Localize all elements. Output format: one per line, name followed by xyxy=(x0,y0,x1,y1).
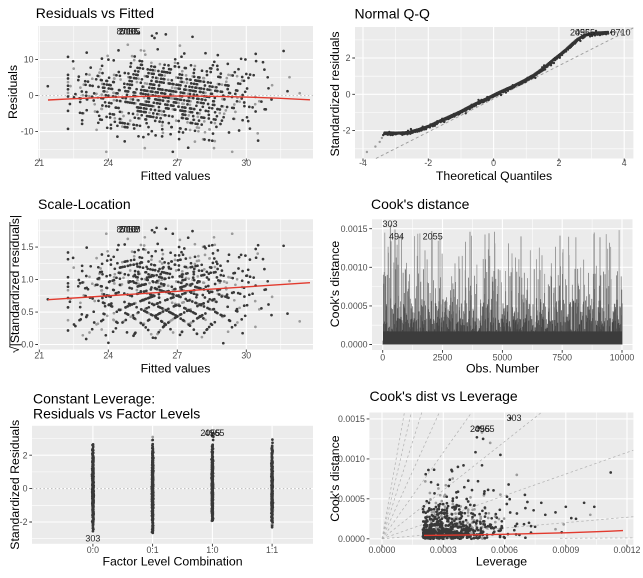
svg-text:4965: 4965 xyxy=(204,428,224,438)
svg-text:0: 0 xyxy=(380,353,385,363)
svg-text:Cook's dist vs Leverage: Cook's dist vs Leverage xyxy=(370,388,518,404)
svg-text:0.0003: 0.0003 xyxy=(430,545,457,555)
svg-text:Residuals vs Factor Levels: Residuals vs Factor Levels xyxy=(33,406,200,422)
svg-text:21: 21 xyxy=(34,158,44,168)
svg-text:0.5: 0.5 xyxy=(21,307,33,317)
svg-text:0.0: 0.0 xyxy=(21,340,33,350)
svg-text:0.0000: 0.0000 xyxy=(338,534,365,544)
svg-text:Theoretical Quantiles: Theoretical Quantiles xyxy=(436,169,552,183)
svg-text:Standardized residuals: Standardized residuals xyxy=(328,31,342,156)
svg-text:-2: -2 xyxy=(343,126,351,136)
svg-text:27: 27 xyxy=(172,351,182,361)
svg-text:2: 2 xyxy=(346,53,351,63)
svg-text:0:0: 0:0 xyxy=(87,545,99,555)
svg-text:Residuals: Residuals xyxy=(6,65,20,119)
svg-text:0:1: 0:1 xyxy=(146,545,158,555)
svg-text:2: 2 xyxy=(556,158,561,168)
svg-text:Leverage: Leverage xyxy=(476,555,527,569)
svg-text:Scale-Location: Scale-Location xyxy=(38,196,131,212)
svg-text:0: 0 xyxy=(491,158,496,168)
svg-text:-2: -2 xyxy=(424,158,432,168)
svg-text:21: 21 xyxy=(34,351,44,361)
svg-text:303: 303 xyxy=(382,219,397,229)
svg-text:Cook's distance: Cook's distance xyxy=(328,241,342,328)
svg-text:Fitted values: Fitted values xyxy=(141,362,211,376)
svg-text:-2: -2 xyxy=(20,517,28,527)
svg-text:2: 2 xyxy=(23,450,28,460)
svg-text:-4: -4 xyxy=(359,158,367,168)
svg-text:Residuals vs Fitted: Residuals vs Fitted xyxy=(36,5,154,21)
svg-text:Fitted values: Fitted values xyxy=(141,169,211,183)
svg-text:0: 0 xyxy=(346,89,351,99)
svg-text:30: 30 xyxy=(241,158,251,168)
svg-text:Normal Q-Q: Normal Q-Q xyxy=(355,6,431,22)
svg-text:Constant Leverage:: Constant Leverage: xyxy=(33,391,155,407)
svg-text:0.0005: 0.0005 xyxy=(341,301,368,311)
svg-text:0.0005: 0.0005 xyxy=(338,494,365,504)
svg-text:4965: 4965 xyxy=(575,27,595,37)
svg-text:30: 30 xyxy=(241,351,251,361)
svg-text:0.0009: 0.0009 xyxy=(552,545,579,555)
svg-text:303: 303 xyxy=(506,413,521,423)
svg-text:5065: 5065 xyxy=(120,225,140,235)
svg-text:24: 24 xyxy=(103,351,113,361)
svg-text:7500: 7500 xyxy=(552,353,572,363)
svg-text:0.0015: 0.0015 xyxy=(338,414,365,424)
svg-text:0.0010: 0.0010 xyxy=(341,262,368,272)
svg-text:0.0000: 0.0000 xyxy=(341,340,368,350)
svg-text:4965: 4965 xyxy=(474,424,494,434)
svg-text:2055: 2055 xyxy=(470,424,490,434)
svg-text:5000: 5000 xyxy=(493,353,513,363)
svg-text:2500: 2500 xyxy=(433,353,453,363)
svg-text:2055: 2055 xyxy=(200,428,220,438)
svg-text:Obs. Number: Obs. Number xyxy=(466,362,539,376)
svg-text:-10: -10 xyxy=(21,127,34,137)
svg-text:27: 27 xyxy=(172,158,182,168)
svg-text:0.0015: 0.0015 xyxy=(341,224,368,234)
svg-text:Cook's distance: Cook's distance xyxy=(371,196,470,212)
svg-text:Cook's distance: Cook's distance xyxy=(328,435,342,522)
svg-text:1.0: 1.0 xyxy=(21,275,33,285)
svg-text:303: 303 xyxy=(85,534,100,544)
svg-text:8710: 8710 xyxy=(610,27,630,37)
svg-text:5065: 5065 xyxy=(120,27,140,37)
svg-text:10000: 10000 xyxy=(610,353,635,363)
svg-text:Standardized Residuals: Standardized Residuals xyxy=(8,420,22,550)
svg-text:Factor Level Combination: Factor Level Combination xyxy=(102,555,242,569)
svg-text:8710: 8710 xyxy=(116,27,136,37)
svg-text:0: 0 xyxy=(29,91,34,101)
svg-text:4: 4 xyxy=(622,158,627,168)
svg-text:0.0012: 0.0012 xyxy=(614,545,641,555)
svg-text:24: 24 xyxy=(103,158,113,168)
svg-text:1:1: 1:1 xyxy=(266,545,278,555)
svg-text:1:0: 1:0 xyxy=(206,545,218,555)
svg-text:0.0000: 0.0000 xyxy=(369,545,396,555)
svg-text:2055: 2055 xyxy=(118,225,138,235)
svg-text:0.0006: 0.0006 xyxy=(491,545,518,555)
svg-text:494: 494 xyxy=(389,232,404,242)
svg-text:2055: 2055 xyxy=(423,232,443,242)
svg-text:2055: 2055 xyxy=(570,27,590,37)
svg-text:10: 10 xyxy=(24,55,34,65)
svg-text:0.0010: 0.0010 xyxy=(338,454,365,464)
svg-text:8710: 8710 xyxy=(116,225,136,235)
svg-text:2055: 2055 xyxy=(118,27,138,37)
svg-text:√|Standardized residuals|: √|Standardized residuals| xyxy=(8,215,22,353)
svg-text:1.5: 1.5 xyxy=(21,242,33,252)
svg-text:0: 0 xyxy=(23,484,28,494)
